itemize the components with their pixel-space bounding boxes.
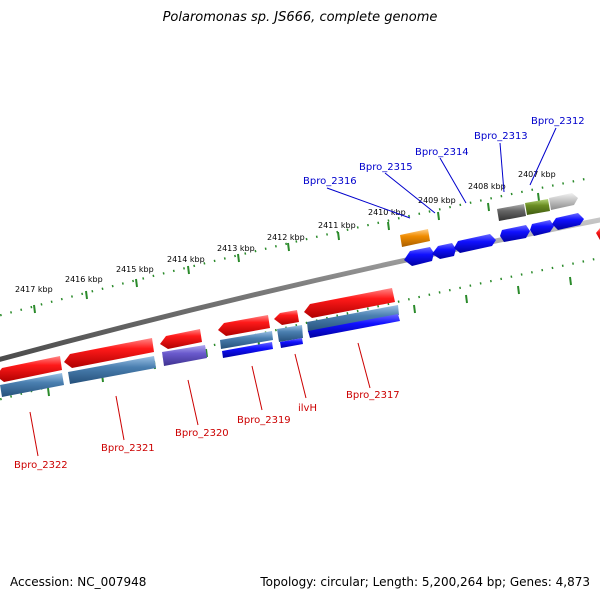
gene-label-bpro-2319[interactable]: Bpro_2319: [237, 415, 291, 426]
gene-red-1: [0, 356, 62, 382]
tick-label-2416: 2416 kbp: [65, 275, 103, 284]
tick-label-2409: 2409 kbp: [418, 196, 456, 205]
reverse-genes-upper: [404, 213, 584, 266]
gene-blue-3: [454, 234, 496, 253]
inner-major-ticks: [47, 276, 572, 397]
gene-steel-3: [220, 331, 273, 349]
gene-blue-lower-2: [280, 338, 303, 348]
bottom-gene-labels: [29, 342, 371, 457]
forward-genes: [400, 193, 578, 247]
gene-blue-lower-3: [308, 314, 400, 338]
gene-label-bpro-2321[interactable]: Bpro_2321: [101, 443, 155, 454]
gene-blue-2: [432, 243, 456, 259]
tick-label-2414: 2414 kbp: [167, 255, 205, 264]
top-gene-labels: [326, 127, 557, 219]
gene-red-edge: [596, 228, 600, 240]
gene-blue-1: [404, 247, 434, 266]
tick-label-2415: 2415 kbp: [116, 265, 154, 274]
gene-red-4: [218, 315, 270, 336]
tick-label-2413: 2413 kbp: [217, 244, 255, 253]
outer-tick-ring: [0, 176, 591, 317]
gene-blue-5: [530, 220, 554, 236]
gene-label-bpro-2314[interactable]: Bpro_2314: [415, 147, 469, 158]
red-genes: [0, 288, 395, 382]
steel-genes: [0, 305, 399, 397]
gene-label-bpro-2312[interactable]: Bpro_2312: [531, 116, 585, 127]
gene-blue-4: [500, 225, 530, 242]
map-title: Polaromonas sp. JS666, complete genome: [162, 10, 438, 25]
tick-label-2407: 2407 kbp: [518, 170, 556, 179]
tick-label-2417: 2417 kbp: [15, 285, 53, 294]
gene-blue-lower-1: [222, 342, 273, 358]
gene-orange: [400, 229, 430, 247]
major-ticks: [33, 192, 540, 314]
tick-label-2408: 2408 kbp: [468, 182, 506, 191]
tick-labels: 2407 kbp 2408 kbp 2409 kbp 2410 kbp 2411…: [15, 170, 556, 294]
gene-label-bpro-2320[interactable]: Bpro_2320: [175, 428, 229, 439]
gene-label-bpro-2317[interactable]: Bpro_2317: [346, 390, 400, 401]
gene-gray: [497, 204, 526, 221]
gene-label-bpro-2316[interactable]: Bpro_2316: [303, 176, 357, 187]
accession-text: Accession: NC_007948: [10, 575, 147, 589]
gene-steel-4: [277, 325, 303, 342]
gene-red-6: [304, 288, 395, 318]
genome-summary-text: Topology: circular; Length: 5,200,264 bp…: [260, 575, 590, 589]
reverse-genes-lower: [222, 314, 400, 358]
gene-steel-2: [68, 356, 156, 384]
gene-label-ilvh[interactable]: ilvH: [298, 403, 317, 414]
gene-label-bpro-2313[interactable]: Bpro_2313: [474, 131, 528, 142]
gene-light-gray: [549, 193, 578, 210]
gene-steel-1: [0, 373, 64, 397]
gene-label-bpro-2315[interactable]: Bpro_2315: [359, 162, 413, 173]
gene-red-2: [64, 338, 154, 368]
gene-olive: [525, 199, 550, 215]
gene-label-bpro-2322[interactable]: Bpro_2322: [14, 460, 68, 471]
tick-label-2412: 2412 kbp: [267, 233, 305, 242]
tick-label-2411: 2411 kbp: [318, 221, 356, 230]
gene-purple: [162, 345, 207, 366]
tick-label-2410: 2410 kbp: [368, 208, 406, 217]
gene-red-3: [160, 329, 202, 349]
gene-steel-5: [307, 305, 399, 332]
gene-blue-6: [552, 213, 584, 230]
gene-red-5: [274, 310, 299, 325]
